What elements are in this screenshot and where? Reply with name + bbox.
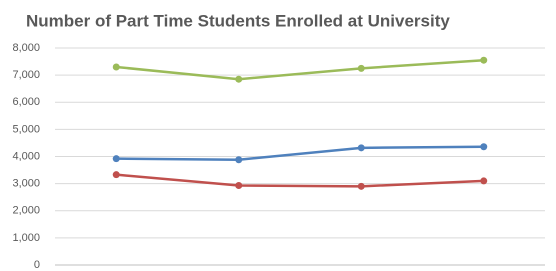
data-point (112, 155, 120, 163)
series-line (116, 58, 484, 81)
data-point (480, 177, 488, 185)
data-point (357, 64, 365, 72)
data-point (357, 144, 365, 152)
data-point (112, 63, 120, 71)
y-tick-label: 0 (34, 259, 40, 271)
y-tick-label: 4,000 (12, 150, 40, 162)
y-tick-label: 5,000 (12, 123, 40, 135)
data-point (235, 182, 243, 190)
y-tick-label: 7,000 (12, 69, 40, 81)
data-point (112, 171, 120, 179)
series-line (116, 145, 484, 162)
y-tick-label: 6,000 (12, 96, 40, 108)
y-tick-label: 2,000 (12, 205, 40, 217)
y-tick-label: 8,000 (12, 42, 40, 54)
series-line (116, 173, 484, 188)
y-tick-label: 3,000 (12, 178, 40, 190)
data-point (480, 143, 488, 151)
data-point (235, 156, 243, 164)
chart-title: Number of Part Time Students Enrolled at… (26, 11, 450, 30)
data-point (480, 56, 488, 64)
data-point (235, 75, 243, 83)
y-tick-label: 1,000 (12, 232, 40, 244)
data-point (357, 182, 365, 190)
